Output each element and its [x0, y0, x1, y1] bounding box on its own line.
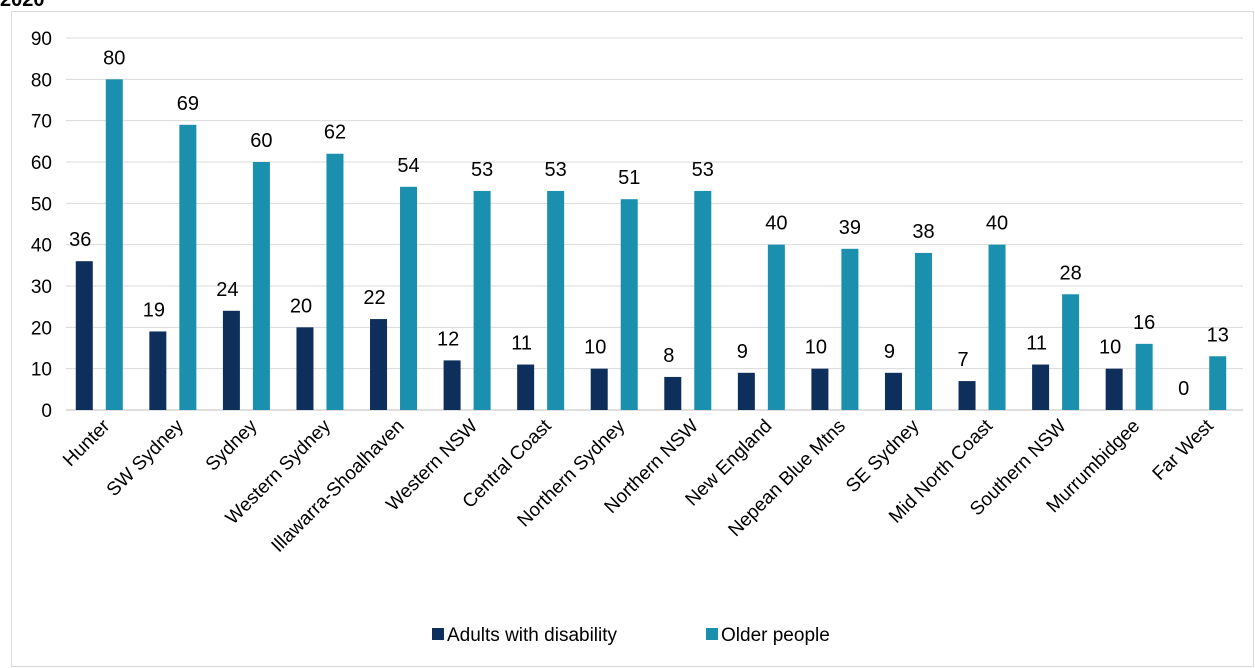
data-label-adults-with-disability: 9 [884, 341, 895, 363]
bar-older-people [473, 190, 491, 410]
bar-older-people [252, 162, 270, 410]
data-label-older-people: 69 [177, 93, 199, 115]
bar-adults-with-disability [737, 372, 755, 410]
bar-older-people [988, 244, 1006, 410]
data-label-older-people: 54 [397, 155, 419, 177]
x-tick-label: Illawarra-Shoalhaven [267, 416, 408, 557]
legend: Adults with disability Older people [432, 625, 830, 646]
data-label-older-people: 62 [324, 122, 346, 144]
y-tick-label: 30 [31, 277, 52, 298]
bar-adults-with-disability [517, 364, 535, 410]
data-label-adults-with-disability: 10 [584, 337, 606, 359]
bar-older-people [914, 252, 932, 410]
data-label-older-people: 40 [765, 213, 787, 235]
bar-older-people [179, 124, 197, 411]
data-label-adults-with-disability: 20 [290, 295, 312, 317]
data-label-adults-with-disability: 0 [1178, 378, 1189, 400]
y-tick-label: 20 [31, 318, 52, 339]
y-tick-label: 90 [31, 29, 52, 50]
bar-adults-with-disability [664, 376, 682, 410]
bar-adults-with-disability [222, 310, 240, 410]
data-label-older-people: 39 [839, 217, 861, 239]
y-tick-label: 60 [31, 153, 52, 174]
data-label-older-people: 38 [912, 221, 934, 243]
data-label-older-people: 51 [618, 167, 640, 189]
y-axis-ticks: 0 10 20 30 40 50 60 70 80 90 [31, 29, 52, 422]
data-label-adults-with-disability: 12 [437, 328, 459, 350]
bar-adults-with-disability [443, 360, 461, 410]
bar-adults-with-disability [1105, 368, 1123, 410]
bar-adults-with-disability [884, 372, 902, 410]
data-label-older-people: 53 [692, 159, 714, 181]
bar-older-people [1209, 356, 1227, 410]
x-tick-label: SE Sydney [842, 415, 924, 497]
data-label-adults-with-disability: 19 [143, 299, 165, 321]
data-label-older-people: 53 [545, 159, 567, 181]
bar-adults-with-disability [149, 331, 167, 410]
data-label-adults-with-disability: 11 [1026, 333, 1047, 355]
legend-swatch-adults-with-disability [432, 628, 444, 640]
bar-older-people [1062, 294, 1080, 410]
data-label-older-people: 13 [1207, 324, 1229, 346]
data-label-older-people: 28 [1059, 262, 1081, 284]
data-label-adults-with-disability: 10 [805, 337, 827, 359]
data-label-older-people: 53 [471, 159, 493, 181]
gridlines [66, 37, 1243, 411]
bar-older-people [400, 186, 418, 410]
data-label-adults-with-disability: 8 [663, 345, 674, 367]
data-label-older-people: 80 [103, 47, 125, 69]
bar-older-people [620, 199, 638, 410]
y-tick-label: 0 [41, 401, 52, 422]
data-label-older-people: 16 [1133, 312, 1155, 334]
data-label-adults-with-disability: 22 [363, 287, 385, 309]
bar-adults-with-disability [811, 368, 829, 410]
bar-adults-with-disability [370, 319, 388, 410]
data-label-adults-with-disability: 11 [511, 333, 532, 355]
legend-label-adults-with-disability: Adults with disability [447, 625, 618, 646]
x-tick-label: Hunter [59, 415, 115, 471]
data-label-older-people: 60 [250, 130, 272, 152]
data-label-older-people: 40 [986, 213, 1008, 235]
chart-title: 2020 [0, 0, 45, 11]
y-tick-label: 70 [31, 112, 52, 133]
x-tick-label: SW Sydney [103, 415, 188, 500]
bar-adults-with-disability [958, 381, 976, 410]
bar-older-people [1135, 343, 1153, 410]
data-label-adults-with-disability: 9 [737, 341, 748, 363]
plot-frame [11, 11, 1254, 667]
bar-adults-with-disability [75, 261, 93, 410]
bar-adults-with-disability [1032, 364, 1050, 410]
bar-older-people [326, 153, 344, 410]
bar-adults-with-disability [590, 368, 608, 410]
bar-older-people [694, 190, 712, 410]
legend-swatch-older-people [706, 628, 718, 640]
data-label-adults-with-disability: 7 [957, 349, 968, 371]
y-tick-label: 50 [31, 194, 52, 215]
data-label-adults-with-disability: 10 [1099, 337, 1121, 359]
data-label-adults-with-disability: 36 [69, 229, 91, 251]
bar-older-people [547, 190, 565, 410]
legend-label-older-people: Older people [721, 625, 830, 646]
x-tick-label: Far West [1149, 415, 1219, 485]
x-tick-label: Sydney [202, 415, 262, 475]
y-tick-label: 40 [31, 236, 52, 257]
y-tick-label: 80 [31, 70, 52, 91]
bar-older-people [105, 79, 123, 410]
bar-older-people [767, 244, 785, 410]
bars [75, 79, 1227, 411]
y-tick-label: 10 [31, 360, 52, 381]
bar-adults-with-disability [296, 327, 314, 410]
data-labels: 36 19 24 20 22 12 11 10 8 9 10 9 7 11 10 0 80 69 60 62 54 53 5… [69, 47, 1229, 400]
bar-older-people [841, 248, 859, 410]
data-label-adults-with-disability: 24 [216, 279, 238, 301]
